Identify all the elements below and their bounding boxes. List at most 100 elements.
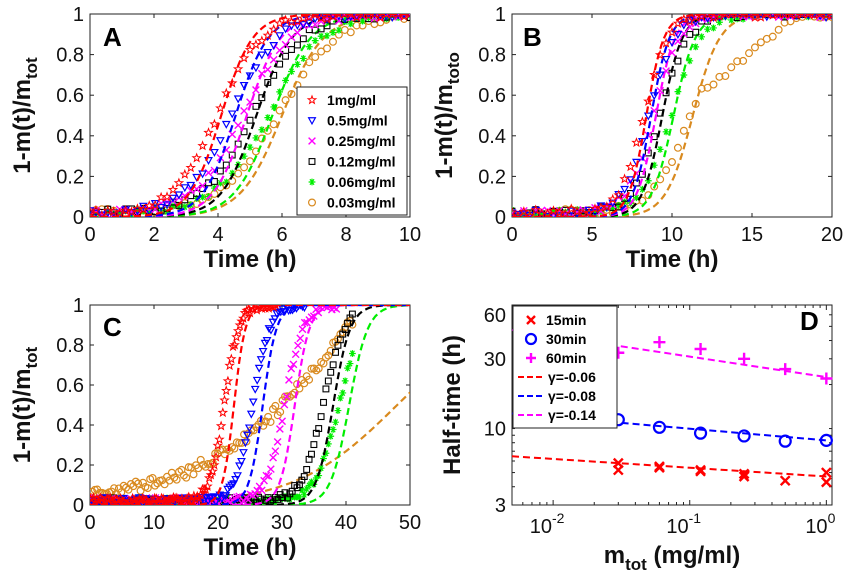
fit-line xyxy=(511,455,827,478)
data-point xyxy=(704,25,711,33)
data-point xyxy=(779,475,791,487)
data-point xyxy=(332,348,339,356)
data-point xyxy=(195,489,206,500)
data-point xyxy=(328,37,337,46)
data-point xyxy=(203,472,215,483)
y-axis-label-subscript: toto xyxy=(444,52,463,84)
data-point xyxy=(287,22,296,31)
data-point xyxy=(660,37,672,48)
data-point xyxy=(233,472,242,481)
y-tick-label: 0.6 xyxy=(56,375,84,397)
data-point xyxy=(209,118,220,129)
data-point xyxy=(232,63,244,74)
data-point xyxy=(727,63,736,72)
data-point xyxy=(739,14,747,19)
data-point xyxy=(542,207,553,217)
fit-line xyxy=(512,14,832,217)
data-point xyxy=(298,325,307,334)
data-point xyxy=(240,107,248,115)
data-point xyxy=(560,208,571,217)
series-layer xyxy=(512,14,832,217)
y-tick-label: 0.2 xyxy=(56,166,84,188)
panel-letter: C xyxy=(103,312,122,342)
data-point xyxy=(612,464,624,476)
y-tick-label: 1 xyxy=(73,295,84,317)
legend-marker xyxy=(306,94,318,105)
data-point xyxy=(269,453,277,462)
data-point xyxy=(174,191,184,200)
x-tick-label: 10 xyxy=(143,512,165,534)
data-point xyxy=(288,46,295,53)
data-point xyxy=(322,449,330,457)
x-tick-label: 4 xyxy=(212,224,223,246)
data-point xyxy=(733,14,741,19)
data-point xyxy=(220,385,232,396)
y-tick-label: 0.6 xyxy=(56,85,84,107)
data-point xyxy=(246,410,256,419)
data-point xyxy=(332,305,341,313)
data-point xyxy=(673,31,683,39)
data-point xyxy=(134,479,143,488)
data-point xyxy=(271,447,280,455)
data-point xyxy=(264,412,273,421)
data-point xyxy=(394,14,402,19)
data-point xyxy=(320,455,327,462)
data-point xyxy=(339,389,347,397)
data-point xyxy=(335,14,343,19)
data-point xyxy=(271,401,280,410)
data-point xyxy=(652,420,667,434)
fit-line xyxy=(512,14,832,217)
data-point xyxy=(268,23,279,34)
data-point xyxy=(287,364,296,373)
data-point xyxy=(661,55,671,64)
data-point xyxy=(317,413,325,421)
data-point xyxy=(270,103,278,111)
data-point xyxy=(274,17,285,28)
data-point xyxy=(300,473,308,481)
data-point xyxy=(667,39,677,47)
data-point xyxy=(292,15,303,26)
x-axis-label-tail: (mg/ml) xyxy=(647,542,740,569)
data-point xyxy=(276,407,285,416)
data-point xyxy=(548,205,559,216)
data-point xyxy=(816,14,824,19)
data-point xyxy=(756,38,765,47)
data-point xyxy=(781,14,788,19)
data-point xyxy=(821,14,831,20)
data-point xyxy=(169,202,177,210)
data-point xyxy=(304,19,314,28)
data-point xyxy=(270,315,280,324)
data-point xyxy=(692,28,700,36)
data-point xyxy=(662,166,671,175)
data-point xyxy=(273,437,282,446)
data-point xyxy=(679,21,689,30)
data-point xyxy=(156,203,166,212)
data-point xyxy=(518,206,530,217)
x-axis-label-subscript: tot xyxy=(625,555,647,574)
legend: 1mg/ml 0.5mg/ml 0.25mg/ml 0.12mg/ml 0.06mg/m… xyxy=(296,86,408,216)
legend-label: 0.06mg/ml xyxy=(327,174,395,190)
panel-letter: D xyxy=(800,306,819,336)
data-point xyxy=(290,388,299,397)
data-point xyxy=(738,468,750,480)
legend-label: 0.25mg/ml xyxy=(327,133,395,149)
data-point xyxy=(291,350,300,359)
data-point xyxy=(294,60,301,68)
data-point xyxy=(695,464,706,476)
data-point xyxy=(264,114,272,121)
series-15min xyxy=(612,457,832,488)
data-point xyxy=(638,170,646,178)
x-tick-label: 10-2 xyxy=(530,510,565,538)
data-point xyxy=(662,128,670,136)
data-point xyxy=(294,341,302,350)
data-point xyxy=(347,14,354,19)
data-point xyxy=(305,43,313,51)
legend-label: γ=-0.08 xyxy=(548,388,596,404)
data-point xyxy=(716,18,723,26)
data-point xyxy=(672,17,684,28)
data-point xyxy=(215,420,227,431)
data-point xyxy=(703,83,712,92)
data-point xyxy=(327,14,339,22)
data-point xyxy=(601,201,613,212)
